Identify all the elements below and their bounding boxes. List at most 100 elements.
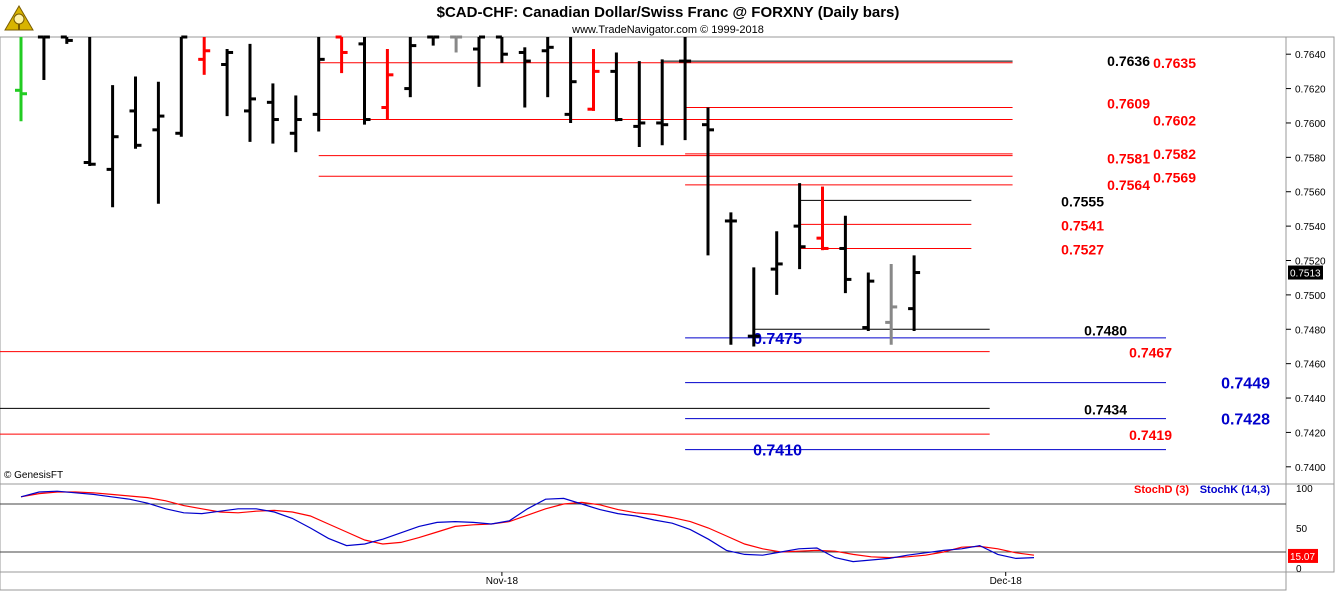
- stochk-line: [20, 490, 1035, 563]
- stochd-line: [20, 491, 1035, 559]
- ohlc-bar: [198, 37, 211, 75]
- stochastic-tick-label: 50: [1296, 524, 1308, 535]
- time-tick-label: Dec-18: [990, 576, 1023, 587]
- chart-subtitle: www.TradeNavigator.com © 1999-2018: [571, 24, 764, 36]
- level-label: 0.7419: [1129, 427, 1172, 443]
- time-axis: [0, 571, 1287, 591]
- trade-navigator-logo-icon: [4, 5, 34, 31]
- level-label: 0.7410: [753, 443, 802, 460]
- ohlc-bar: [564, 37, 577, 123]
- stochastic-tick-label: 0: [1296, 564, 1302, 575]
- time-tick-label: Nov-18: [486, 576, 519, 587]
- price-tick-label: 0.7640: [1295, 50, 1326, 61]
- ohlc-bar: [221, 49, 234, 117]
- ohlc-bar: [633, 61, 646, 148]
- ohlc-bar: [312, 37, 325, 132]
- price-tick-label: 0.7460: [1295, 360, 1326, 371]
- ohlc-bar: [404, 37, 417, 98]
- price-axis-ticks: 0.7400 0.7420 0.7440 0.7460 0.7480 0.7500 0.75…: [1286, 50, 1326, 474]
- ohlc-bar: [450, 35, 463, 53]
- ohlc-bar: [816, 186, 829, 251]
- legend-stochk: StochK (14,3): [1200, 484, 1271, 496]
- ohlc-bar: [495, 35, 508, 63]
- ohlc-bar: [427, 35, 440, 46]
- stochastic-reference-lines: [0, 503, 1286, 553]
- last-price-marker: 0.7513: [1288, 265, 1323, 280]
- level-label: 0.7602: [1153, 113, 1196, 129]
- price-tick-label: 0.7580: [1295, 153, 1326, 164]
- ohlc-bar: [358, 37, 371, 125]
- ohlc-bar: [518, 47, 531, 108]
- ohlc-bar: [839, 215, 852, 294]
- ohlc-bar: [656, 59, 669, 146]
- ohlc-bar: [335, 35, 348, 74]
- price-tick-label: 0.7540: [1295, 222, 1326, 233]
- ohlc-bar: [908, 255, 921, 331]
- level-label: 0.7527: [1061, 241, 1104, 257]
- price-tick-label: 0.7500: [1295, 291, 1326, 302]
- stochastic-panel: [0, 483, 1287, 573]
- ohlc-bar: [60, 35, 73, 44]
- time-axis-ticks: Nov-18 Dec-18: [486, 572, 1022, 587]
- last-price-box: [1288, 265, 1323, 280]
- stochastic-tick-label: 100: [1296, 484, 1313, 495]
- ohlc-bar: [83, 37, 96, 166]
- price-tick-label: 0.7480: [1295, 325, 1326, 336]
- ohlc-bar: [381, 49, 394, 120]
- level-label: 0.7480: [1084, 322, 1127, 338]
- ohlc-bar: [289, 95, 302, 153]
- ohlc-bar: [793, 183, 806, 270]
- stochastic-last-value-marker: 15.07: [1288, 548, 1318, 563]
- chart-title: $CAD-CHF: Canadian Dollar/Swiss Franc @ …: [437, 4, 900, 21]
- stochastic-axis-ticks: 0 50 100: [1296, 484, 1313, 575]
- level-label: 0.7434: [1084, 401, 1127, 417]
- price-tick-label: 0.7560: [1295, 188, 1326, 199]
- ohlc-bar: [770, 231, 783, 295]
- ohlc-bar: [129, 76, 142, 149]
- ohlc-bar: [747, 267, 760, 347]
- ohlc-bar: [244, 43, 256, 142]
- price-axis: [1285, 36, 1335, 485]
- price-tick-label: 0.7400: [1295, 463, 1326, 474]
- level-label: 0.7555: [1061, 193, 1104, 209]
- price-tick-label: 0.7420: [1295, 428, 1326, 439]
- legend-stochd: StochD (3): [1134, 484, 1189, 496]
- price-panel: [0, 36, 1287, 485]
- level-label: 0.7541: [1061, 217, 1104, 233]
- level-label: 0.7449: [1221, 376, 1270, 393]
- ohlc-bar: [541, 37, 554, 98]
- ohlc-bar: [15, 37, 27, 122]
- ohlc-bar: [266, 83, 279, 144]
- ohlc-bar: [473, 35, 485, 87]
- copyright-label: © GenesisFT: [4, 470, 63, 481]
- level-label: 0.7569: [1153, 169, 1196, 185]
- ohlc-bar: [175, 35, 188, 137]
- price-tick-label: 0.7620: [1295, 85, 1326, 96]
- last-price-label: 0.7513: [1290, 269, 1321, 280]
- ohlc-bar: [587, 49, 600, 111]
- level-label: 0.7475: [753, 331, 802, 348]
- ohlc-bar: [679, 37, 692, 141]
- ohlc-bar: [702, 107, 714, 256]
- level-label: 0.7636: [1107, 53, 1150, 69]
- level-label: 0.7428: [1221, 412, 1270, 429]
- ohlc-bar: [106, 85, 119, 208]
- level-label: 0.7581: [1107, 151, 1150, 167]
- ohlc-bar: [37, 35, 50, 80]
- price-tick-label: 0.7440: [1295, 394, 1326, 405]
- level-label: 0.7467: [1129, 345, 1172, 361]
- stochastic-last-label: 15.07: [1290, 552, 1315, 563]
- ohlc-bars: [15, 35, 921, 347]
- level-label: 0.7609: [1107, 95, 1150, 111]
- level-label: 0.7635: [1153, 55, 1196, 71]
- ohlc-bar: [862, 272, 875, 331]
- level-label: 0.7564: [1107, 177, 1150, 193]
- price-tick-label: 0.7520: [1295, 257, 1326, 268]
- ohlc-bar: [152, 81, 165, 204]
- ohlc-bar: [724, 212, 737, 345]
- ohlc-bar: [885, 263, 898, 345]
- price-tick-label: 0.7600: [1295, 119, 1326, 130]
